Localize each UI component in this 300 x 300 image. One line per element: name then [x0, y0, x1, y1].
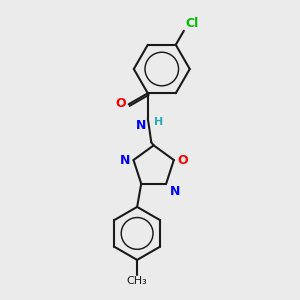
- Text: N: N: [170, 185, 180, 198]
- Text: N: N: [120, 154, 130, 166]
- Text: O: O: [115, 97, 126, 110]
- Text: Cl: Cl: [186, 16, 199, 30]
- Text: H: H: [154, 117, 164, 127]
- Text: N: N: [136, 119, 146, 132]
- Text: CH₃: CH₃: [127, 276, 148, 286]
- Text: O: O: [177, 154, 188, 166]
